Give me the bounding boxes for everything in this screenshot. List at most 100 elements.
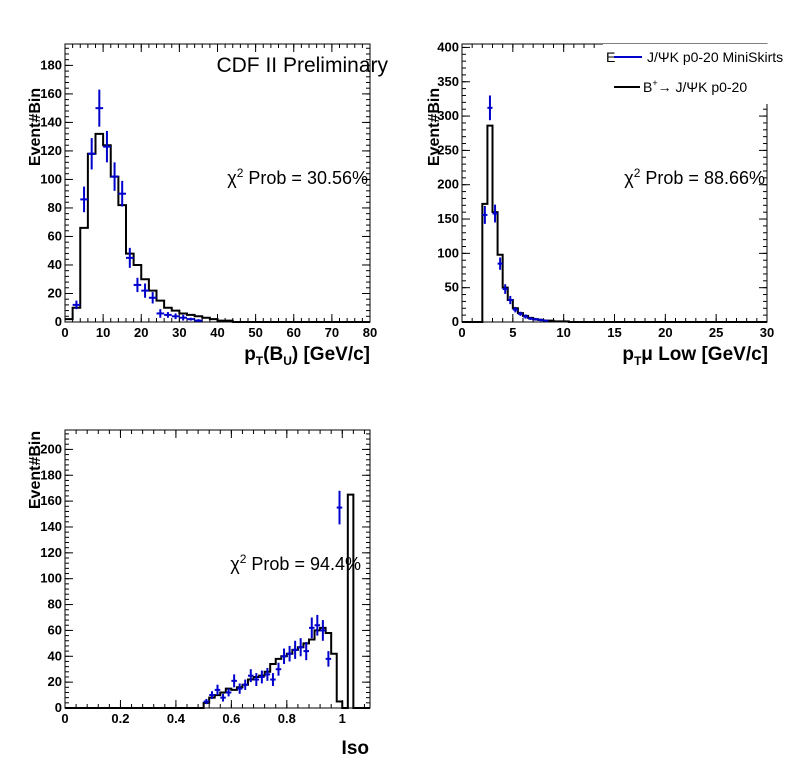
plot-frame: [64, 429, 371, 709]
y-tick-label: 100: [40, 571, 62, 586]
panel-pt-bu: 0 10 20 30 40 50 60 70 80 0 20 40 60 80 100 120 140 160 18…: [27, 43, 388, 368]
chi-superscript: 2: [634, 166, 641, 180]
x-title-sub: T: [256, 354, 264, 368]
mc-step-line: [462, 124, 767, 323]
y-tick-label: 160: [40, 86, 62, 101]
x-tick-label: 0: [458, 325, 465, 340]
y-tick-label: 400: [437, 39, 459, 54]
legend: E J/ΨK p0-20 MiniSkirts B+→ J/ΨK p0-20: [603, 44, 796, 104]
x-tick-label: 70: [325, 325, 339, 340]
y-tick-label: 20: [48, 285, 62, 300]
legend-clipped-char: E: [606, 49, 615, 65]
x-tick-label: 20: [658, 325, 672, 340]
x-tick-label: 0.2: [111, 711, 129, 726]
data-points: [72, 89, 203, 322]
y-axis-title: Event#Bin: [27, 88, 44, 166]
y-tick-label: 100: [40, 171, 62, 186]
y-tick-label: 250: [437, 142, 459, 157]
x-tick-label: 80: [363, 325, 377, 340]
x-tick-label: 60: [287, 325, 301, 340]
x-tick-label: 1: [339, 711, 346, 726]
y-tick-label: 100: [437, 245, 459, 260]
x-tick-label: 0.4: [167, 711, 186, 726]
x-tick-label: 20: [134, 325, 148, 340]
x-tick-label: 15: [607, 325, 621, 340]
x-tick-label: 40: [210, 325, 224, 340]
x-title-p: Iso: [342, 738, 369, 759]
y-tick-label: 60: [48, 622, 62, 637]
chi2-annotation: χ2 Prob = 30.56%: [227, 166, 368, 188]
x-title-mid: μ Low [GeV/c]: [641, 344, 768, 365]
x-axis-title: Iso: [342, 738, 369, 759]
x-axis-title: pTμ Low [GeV/c]: [622, 344, 768, 368]
mc-histogram: [65, 493, 370, 709]
x-title-end: ) [GeV/c]: [292, 344, 370, 365]
mc-step-line: [65, 132, 370, 323]
x-title-sub: T: [634, 354, 642, 368]
x-title-mid: (B: [263, 344, 283, 365]
legend-mc-suffix: → J/ΨK p0-20: [658, 79, 748, 95]
legend-entry-mc: B+→ J/ΨK p0-20: [643, 78, 747, 95]
legend-entry-data: J/ΨK p0-20 MiniSkirts: [647, 49, 783, 65]
y-axis-title: Event#Bin: [27, 431, 44, 509]
x-tick-label: 10: [96, 325, 110, 340]
y-tick-label: 140: [40, 114, 62, 129]
x-tick-label: 30: [172, 325, 186, 340]
legend-mc-super: +: [652, 78, 657, 88]
y-tick-label: 150: [437, 211, 459, 226]
chi-symbol: χ: [227, 168, 237, 188]
x-tick-label: 5: [509, 325, 516, 340]
mc-histogram: [462, 124, 767, 323]
chi-symbol: χ: [230, 554, 240, 574]
y-tick-label: 60: [48, 228, 62, 243]
data-points: [482, 95, 549, 322]
y-tick-label: 180: [40, 57, 62, 72]
x-tick-label: 0.8: [278, 711, 296, 726]
chi-text: Prob = 94.4%: [246, 554, 361, 574]
legend-mc-prefix: B: [643, 79, 652, 95]
data-points: [203, 490, 343, 705]
x-tick-label: 30: [760, 325, 774, 340]
x-tick-label: 0.6: [222, 711, 240, 726]
x-axis-title: pT(BU) [GeV/c]: [244, 344, 370, 368]
y-tick-label: 0: [452, 314, 459, 329]
legend-box: [603, 44, 796, 104]
y-tick-label: 200: [40, 441, 62, 456]
y-tick-label: 160: [40, 493, 62, 508]
y-tick-label: 80: [48, 597, 62, 612]
y-tick-label: 50: [445, 280, 459, 295]
axis-ticks: 0 0.2 0.4 0.6 0.8 1 0 20 40 60 80 100 120 140 160 180 20…: [40, 430, 370, 726]
chi-superscript: 2: [240, 552, 247, 566]
x-tick-label: 0: [61, 325, 68, 340]
x-title-sub2: U: [283, 354, 292, 368]
chart-title: CDF II Preliminary: [216, 54, 388, 77]
chi-text: Prob = 30.56%: [243, 168, 368, 188]
y-tick-label: 80: [48, 200, 62, 215]
chi-superscript: 2: [237, 166, 244, 180]
y-tick-label: 40: [48, 257, 62, 272]
axis-ticks: 0 10 20 30 40 50 60 70 80 0 20 40 60 80 100 120 140 160 18…: [40, 44, 377, 340]
y-tick-label: 140: [40, 519, 62, 534]
y-tick-label: 120: [40, 545, 62, 560]
y-axis-title: Event#Bin: [426, 88, 443, 166]
y-tick-label: 20: [48, 674, 62, 689]
y-tick-label: 40: [48, 648, 62, 663]
panel-iso: 0 0.2 0.4 0.6 0.8 1 0 20 40 60 80 100 120 140 160 180 20…: [27, 429, 371, 759]
x-tick-label: 10: [556, 325, 570, 340]
x-title-p: p: [622, 344, 634, 365]
chi-symbol: χ: [624, 168, 634, 188]
y-tick-label: 0: [55, 314, 62, 329]
chi2-annotation: χ2 Prob = 88.66%: [624, 166, 765, 188]
y-tick-label: 180: [40, 467, 62, 482]
chi-text: Prob = 88.66%: [640, 168, 765, 188]
y-tick-label: 200: [437, 177, 459, 192]
y-tick-label: 0: [55, 700, 62, 715]
chi2-annotation: χ2 Prob = 94.4%: [230, 552, 361, 574]
x-tick-label: 25: [709, 325, 723, 340]
x-tick-label: 50: [248, 325, 262, 340]
mc-histogram: [65, 132, 370, 323]
x-title-p: p: [244, 344, 256, 365]
y-tick-label: 350: [437, 74, 459, 89]
